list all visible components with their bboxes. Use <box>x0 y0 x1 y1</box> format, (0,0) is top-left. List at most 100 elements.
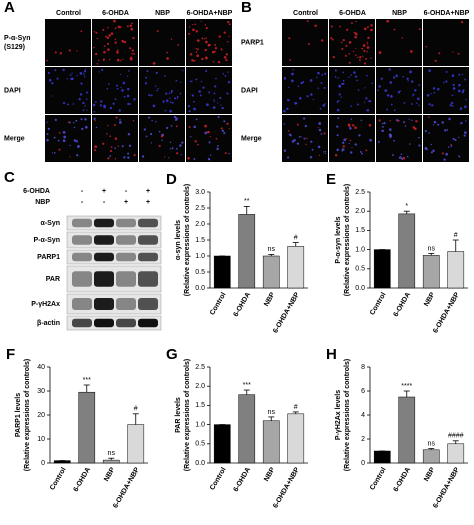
cell-dot <box>71 77 74 80</box>
cell-dot <box>109 155 112 157</box>
cell-dot <box>452 87 456 90</box>
treatment-sign: - <box>81 199 84 206</box>
cell-dot <box>103 105 106 109</box>
panel-label: H <box>326 346 337 363</box>
cell-dot <box>324 152 327 155</box>
cell-dot <box>205 27 208 30</box>
cell-dot <box>110 32 114 36</box>
row-label: DAPI <box>241 87 258 94</box>
cell-dot <box>58 148 61 151</box>
cell-dot <box>357 89 360 91</box>
cell-dot <box>102 142 105 145</box>
cell-dot <box>162 101 165 104</box>
cell-dot <box>188 110 191 113</box>
cell-dot <box>336 148 339 152</box>
cell-dot <box>288 86 290 88</box>
cell-dot <box>221 129 224 132</box>
bar <box>373 249 391 289</box>
cell-dot <box>377 89 379 91</box>
cell-dot <box>180 81 182 83</box>
cell-dot <box>156 30 159 33</box>
cell-dot <box>213 50 216 53</box>
cell-dot <box>395 74 399 78</box>
cell-dot <box>122 81 126 85</box>
cell-dot <box>158 130 161 133</box>
cell-dot <box>334 154 338 157</box>
x-tick-label: NBP <box>263 291 277 308</box>
cell-dot <box>353 71 356 74</box>
band-label: P-α-Syn <box>34 237 60 244</box>
cell-dot <box>338 99 340 102</box>
cell-dot <box>445 152 449 156</box>
band-label: β-actin <box>37 320 60 327</box>
y-tick-label: 0.0 <box>355 285 365 292</box>
cell-dot <box>432 124 435 126</box>
x-tick-label: NBP <box>103 466 117 483</box>
cell-dot <box>119 119 121 121</box>
y-tick-label: 2.5 <box>195 364 205 371</box>
cell-dot <box>191 94 195 97</box>
cell-dot <box>132 120 135 122</box>
cell-dot <box>101 68 104 72</box>
cell-dot <box>62 131 66 134</box>
cell-dot <box>189 80 191 82</box>
cell-dot <box>179 144 182 147</box>
blot-band <box>138 252 158 262</box>
cell-dot <box>342 79 345 82</box>
cell-dot <box>114 41 117 44</box>
micrograph <box>139 115 185 162</box>
cell-dot <box>377 140 380 143</box>
cell-dot <box>95 126 98 129</box>
cell-dot <box>93 46 95 49</box>
cell-dot <box>169 109 172 113</box>
cell-dot <box>410 50 413 53</box>
cell-dot <box>170 125 173 127</box>
column-label: 6-OHDA <box>339 10 366 17</box>
cell-dot <box>354 126 357 130</box>
cell-dot <box>127 75 129 78</box>
cell-dot <box>226 40 229 43</box>
y-tick-label: 1.5 <box>355 227 365 234</box>
cell-dot <box>80 82 83 85</box>
band-label: PARP1 <box>37 254 60 261</box>
cell-dot <box>383 122 386 125</box>
cell-dot <box>47 71 50 75</box>
cell-dot <box>92 103 96 107</box>
cell-dot <box>117 145 120 147</box>
cell-dot <box>156 89 158 92</box>
cell-dot <box>348 124 351 127</box>
cell-dot <box>319 107 322 110</box>
significance: ns <box>428 245 436 252</box>
cell-dot <box>141 155 145 158</box>
cell-dot <box>195 30 198 33</box>
cell-dot <box>223 55 227 59</box>
cell-dot <box>164 109 167 112</box>
cell-dot <box>132 36 135 40</box>
cell-dot <box>465 98 467 101</box>
cell-dot <box>73 126 76 129</box>
cell-dot <box>366 50 368 53</box>
cell-dot <box>224 152 227 155</box>
micrograph <box>186 115 232 162</box>
cell-dot <box>133 52 136 55</box>
cell-dot <box>289 134 292 137</box>
cell-dot <box>433 91 436 94</box>
cell-dot <box>212 106 216 109</box>
cell-dot <box>217 60 221 64</box>
cell-dot <box>72 103 75 105</box>
cell-dot <box>408 143 411 145</box>
micrograph <box>186 19 232 66</box>
y-axis-label: (Relative expressions of controls) <box>184 184 191 296</box>
cell-dot <box>355 47 357 49</box>
cell-dot <box>451 74 455 77</box>
cell-dot <box>406 155 409 158</box>
cell-dot <box>441 152 444 155</box>
cell-dot <box>366 46 370 49</box>
cell-dot <box>128 70 130 72</box>
blot-band <box>116 252 136 262</box>
x-tick-label: 6-OHDA+NBP <box>432 466 461 509</box>
x-tick-label: Control <box>209 466 228 491</box>
blot-band <box>94 298 114 310</box>
cell-dot <box>208 91 211 94</box>
cell-dot <box>69 74 72 76</box>
